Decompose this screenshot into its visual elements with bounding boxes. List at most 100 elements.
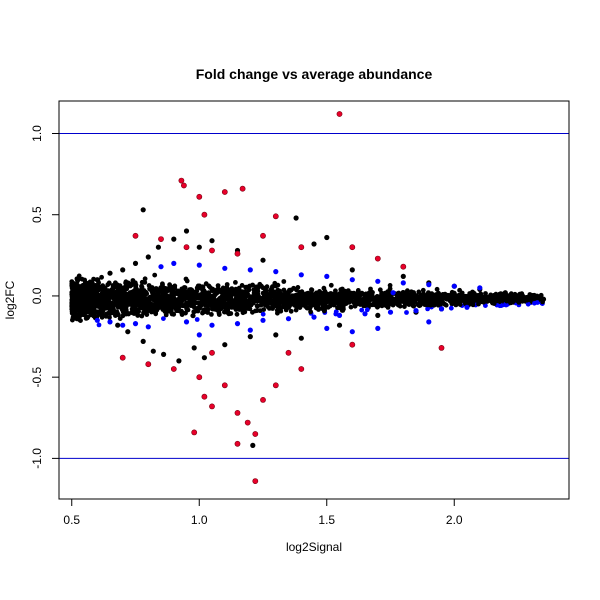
x-tick-label: 2.0	[446, 513, 463, 527]
data-point	[540, 296, 547, 302]
cloud-point	[418, 299, 423, 305]
cloud-point	[208, 303, 214, 308]
cloud-point	[359, 307, 365, 313]
cloud-point	[212, 292, 217, 298]
cloud-point	[364, 307, 370, 313]
cloud-point	[271, 294, 277, 300]
cloud-point	[98, 306, 104, 312]
y-axis: -1.0 -0.5 0.0 0.5 1.0	[30, 125, 60, 469]
cloud-point	[224, 289, 230, 294]
data-point	[234, 409, 241, 416]
cloud-point	[416, 289, 422, 295]
cloud-point	[433, 295, 439, 301]
cloud-point	[120, 313, 126, 319]
data-point	[201, 211, 208, 218]
cloud-point	[184, 278, 190, 284]
cloud-point	[101, 284, 106, 290]
cloud-point	[481, 294, 486, 300]
data-point	[528, 295, 534, 301]
cloud-point	[266, 299, 272, 304]
cloud-point	[179, 300, 184, 306]
cloud-point	[295, 285, 301, 290]
data-point	[515, 293, 521, 299]
cloud-point	[254, 303, 260, 309]
x-axis: 0.5 1.0 1.5 2.0	[63, 498, 463, 527]
cloud-point	[152, 303, 158, 309]
cloud-point	[171, 298, 177, 304]
data-point	[94, 277, 100, 283]
cloud-point	[80, 310, 85, 316]
cloud-point	[114, 309, 120, 315]
cloud-point	[453, 293, 459, 299]
data-point	[324, 325, 330, 331]
cloud-point	[430, 300, 436, 305]
data-point	[221, 382, 228, 389]
cloud-point	[233, 293, 239, 299]
y-axis-label: log2FC	[3, 280, 17, 319]
cloud-point	[72, 285, 78, 291]
cloud-point	[318, 297, 324, 303]
cloud-point	[78, 290, 84, 296]
cloud-point	[130, 278, 136, 283]
data-point	[285, 349, 292, 356]
data-point	[209, 403, 215, 410]
cloud-point	[405, 295, 410, 301]
cloud-point	[507, 295, 513, 300]
cloud-point	[69, 279, 75, 284]
cloud-point	[475, 293, 481, 298]
cloud-point	[421, 291, 426, 297]
cloud-point	[91, 306, 97, 312]
cloud-point	[514, 298, 520, 304]
data-point	[150, 348, 156, 354]
cloud-point	[499, 293, 504, 299]
data-point	[158, 236, 164, 242]
data-point	[107, 270, 113, 276]
data-point	[272, 213, 279, 220]
cloud-point	[387, 286, 393, 292]
cloud-point	[134, 309, 140, 314]
cloud-point	[312, 299, 318, 304]
data-point	[438, 306, 445, 312]
cloud-point	[489, 294, 495, 299]
cloud-point	[426, 294, 431, 299]
cloud-point	[84, 309, 90, 315]
cloud-point	[109, 301, 115, 307]
cloud-point	[404, 310, 409, 315]
cloud-point	[75, 299, 81, 305]
cloud-point	[240, 310, 246, 316]
data-point	[349, 267, 355, 273]
cloud-point	[75, 304, 81, 309]
cloud-point	[163, 297, 169, 303]
cloud-point	[207, 285, 213, 290]
cloud-point	[378, 299, 384, 304]
cloud-point	[87, 297, 92, 302]
cloud-point	[304, 293, 310, 299]
x-axis-label: log2Signal	[286, 540, 342, 554]
cloud-point	[130, 300, 136, 306]
cloud-point	[251, 300, 256, 306]
data-point	[161, 351, 167, 357]
cloud-point	[355, 288, 361, 293]
cloud-point	[230, 289, 236, 295]
cloud-point	[442, 301, 448, 307]
cloud-point	[203, 281, 209, 287]
cloud-point	[74, 295, 80, 300]
cloud-point	[323, 304, 329, 310]
cloud-point	[69, 302, 75, 307]
cloud-point	[261, 307, 267, 312]
cloud-point	[193, 308, 199, 314]
cloud-point	[185, 289, 191, 294]
data-point	[201, 355, 207, 361]
data-point	[375, 278, 381, 284]
cloud-point	[75, 277, 81, 283]
data-point	[252, 478, 259, 484]
data-point	[222, 342, 228, 348]
cloud-point	[168, 295, 174, 301]
data-point	[247, 327, 253, 333]
data-point	[336, 312, 343, 318]
cloud-point	[204, 308, 210, 313]
cloud-point	[339, 293, 344, 298]
cloud-point	[161, 316, 166, 321]
y-tick-label: 0.0	[30, 287, 44, 304]
